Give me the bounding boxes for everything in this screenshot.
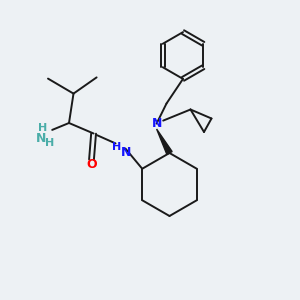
Text: H: H	[46, 138, 55, 148]
Text: H: H	[38, 123, 47, 134]
Text: O: O	[86, 158, 97, 172]
Polygon shape	[157, 129, 172, 154]
Text: H: H	[112, 142, 122, 152]
Text: N: N	[36, 131, 46, 145]
Text: N: N	[152, 117, 162, 130]
Text: N: N	[121, 146, 131, 159]
